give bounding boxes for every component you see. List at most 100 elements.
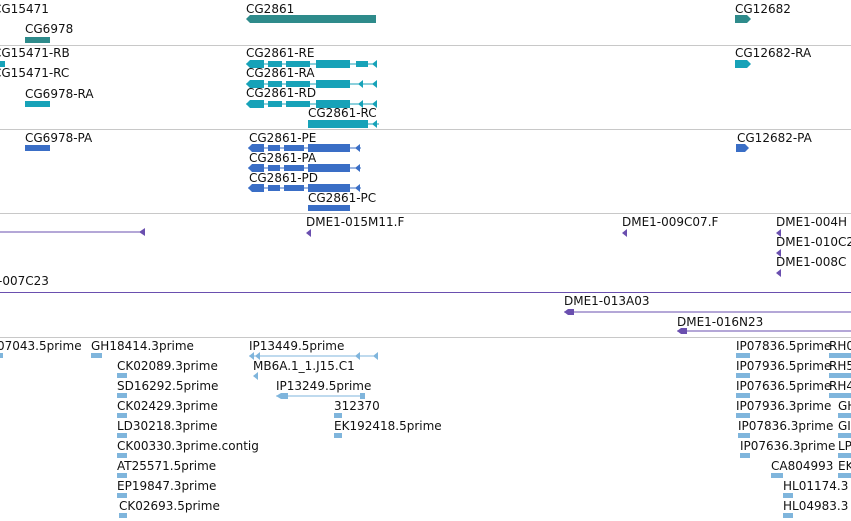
est-glyph[interactable] [838, 473, 851, 478]
gene-glyph[interactable] [246, 15, 377, 23]
est-glyph[interactable] [736, 353, 750, 358]
est-glyph[interactable] [838, 413, 851, 418]
feature-label: IP07636.3prime [740, 439, 836, 453]
feature-label: CG15471 [0, 2, 49, 16]
protein-glyph[interactable] [736, 144, 750, 152]
feature-label: EK [838, 459, 851, 473]
est-glyph[interactable] [838, 453, 851, 458]
clone-glyph[interactable] [677, 327, 851, 335]
feature-label: IP07836.5prime [736, 339, 832, 353]
feature-label: CK02089.3prime [117, 359, 218, 373]
est-glyph[interactable] [91, 353, 102, 358]
est-glyph[interactable] [740, 453, 750, 458]
feature-label: CG6978-RA [25, 87, 94, 101]
feature-label: DME1-009C07.F [622, 215, 719, 229]
feature-label: -007C23 [0, 274, 49, 288]
est-glyph[interactable] [829, 373, 851, 378]
clone-track: -007C23 DME1-013A03 DME1-016N23 [0, 274, 851, 337]
feature-label: CG2861-PD [249, 171, 319, 185]
gene-glyph[interactable] [25, 37, 50, 43]
est-glyph[interactable] [738, 433, 750, 438]
protein-glyph[interactable] [248, 184, 362, 192]
clone-glyph[interactable] [776, 269, 782, 277]
feature-label: LD30218.3prime [117, 419, 218, 433]
transcript-glyph[interactable] [25, 101, 50, 107]
clone-glyph[interactable] [776, 229, 782, 237]
feature-label: LP [838, 439, 851, 453]
gene-glyph[interactable] [735, 15, 752, 23]
est-glyph[interactable] [783, 513, 793, 518]
protein-glyph[interactable] [25, 145, 50, 151]
transcript-glyph[interactable] [246, 80, 378, 88]
est-glyph[interactable] [736, 393, 750, 398]
transcript-glyph[interactable] [735, 60, 752, 68]
feature-label: CK00330.3prime.contig [117, 439, 259, 453]
feature-label: DME1-013A03 [564, 294, 650, 308]
feature-label: CG2861-RA [246, 66, 315, 80]
feature-label: EP19847.3prime [117, 479, 217, 493]
transcript-glyph[interactable] [246, 100, 378, 108]
feature-label: DME1-016N23 [677, 315, 764, 329]
feature-label: DME1-008C [776, 255, 847, 269]
clone-glyph[interactable] [622, 229, 628, 237]
feature-label: GH18414.3prime [91, 339, 194, 353]
clone-glyph[interactable] [564, 308, 851, 316]
est-glyph[interactable] [0, 353, 3, 358]
feature-label: CK02693.5prime [119, 499, 220, 513]
est-glyph[interactable] [117, 453, 127, 458]
est-glyph[interactable] [249, 352, 379, 360]
est-glyph[interactable] [838, 433, 851, 438]
est-glyph[interactable] [117, 493, 127, 498]
est-glyph[interactable] [334, 413, 342, 418]
feature-label: CG2861-RC [308, 106, 377, 120]
feature-label: CG15471-RB [0, 46, 70, 60]
est-glyph[interactable] [736, 413, 750, 418]
feature-label: CK02429.3prime [117, 399, 218, 413]
feature-label: MB6A.1_1.J15.C1 [253, 359, 355, 373]
est-glyph[interactable] [253, 372, 261, 380]
feature-label: CG12682-RA [735, 46, 812, 60]
clone-track: DME1-015M11.F DME1-009C07.F DME1-004H DM… [0, 214, 851, 290]
est-glyph[interactable] [829, 393, 851, 398]
est-glyph[interactable] [117, 393, 127, 398]
est-glyph[interactable] [783, 493, 793, 498]
protein-glyph[interactable] [248, 164, 362, 172]
transcript-glyph[interactable] [308, 120, 380, 128]
est-glyph[interactable] [117, 473, 127, 478]
protein-glyph[interactable] [308, 205, 350, 211]
est-glyph[interactable] [829, 353, 851, 358]
clone-glyph[interactable] [306, 229, 312, 237]
clone-glyph[interactable] [0, 228, 146, 236]
feature-label: CG2861-RD [246, 86, 317, 100]
est-glyph[interactable] [771, 473, 783, 478]
feature-label: RH5 [829, 359, 851, 373]
est-track: 07043.5prime GH18414.3prime CK02089.3pri… [0, 338, 851, 521]
transcript-glyph[interactable] [0, 61, 5, 67]
feature-label: CG6978 [25, 22, 74, 36]
feature-label: GH [838, 399, 851, 413]
feature-label: HL01174.3 [783, 479, 849, 493]
est-glyph[interactable] [117, 433, 127, 438]
est-glyph[interactable] [117, 413, 127, 418]
feature-label: CG2861-PC [308, 191, 377, 205]
track-separator [0, 129, 851, 130]
feature-label: IP07836.3prime [738, 419, 834, 433]
feature-label: SD16292.5prime [117, 379, 219, 393]
feature-label: DME1-010C2 [776, 235, 851, 249]
est-glyph[interactable] [119, 513, 127, 518]
feature-label: GI [838, 419, 851, 433]
feature-label: EK192418.5prime [334, 419, 442, 433]
track-separator [0, 45, 851, 46]
clone-glyph[interactable] [776, 249, 782, 257]
feature-label: CG2861-RE [246, 46, 315, 60]
est-glyph[interactable] [736, 373, 750, 378]
feature-label: IP07636.5prime [736, 379, 832, 393]
est-glyph[interactable] [334, 433, 342, 438]
clone-glyph[interactable] [0, 292, 851, 293]
est-glyph[interactable] [117, 373, 127, 378]
transcript-glyph[interactable] [246, 60, 378, 68]
est-glyph[interactable] [276, 392, 366, 400]
protein-glyph[interactable] [248, 144, 362, 152]
feature-label: 312370 [334, 399, 380, 413]
